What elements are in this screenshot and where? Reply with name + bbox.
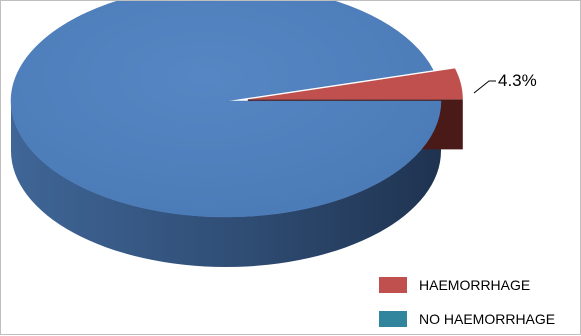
legend-label-haemorrhage: HAEMORRHAGE xyxy=(419,277,530,293)
legend-swatch-no-haemorrhage xyxy=(379,311,407,327)
pie-side-no-haemorrhage xyxy=(11,101,441,267)
legend-swatch-haemorrhage xyxy=(379,277,407,293)
legend: HAEMORRHAGE NO HAEMORRHAGE xyxy=(379,277,555,327)
pie-slice-haemorrhage xyxy=(247,68,463,100)
pie-slice-no-haemorrhage xyxy=(10,1,442,218)
data-label-haemorrhage: 4.3% xyxy=(498,71,537,90)
leader-line xyxy=(473,80,496,94)
legend-label-no-haemorrhage: NO HAEMORRHAGE xyxy=(419,311,555,327)
